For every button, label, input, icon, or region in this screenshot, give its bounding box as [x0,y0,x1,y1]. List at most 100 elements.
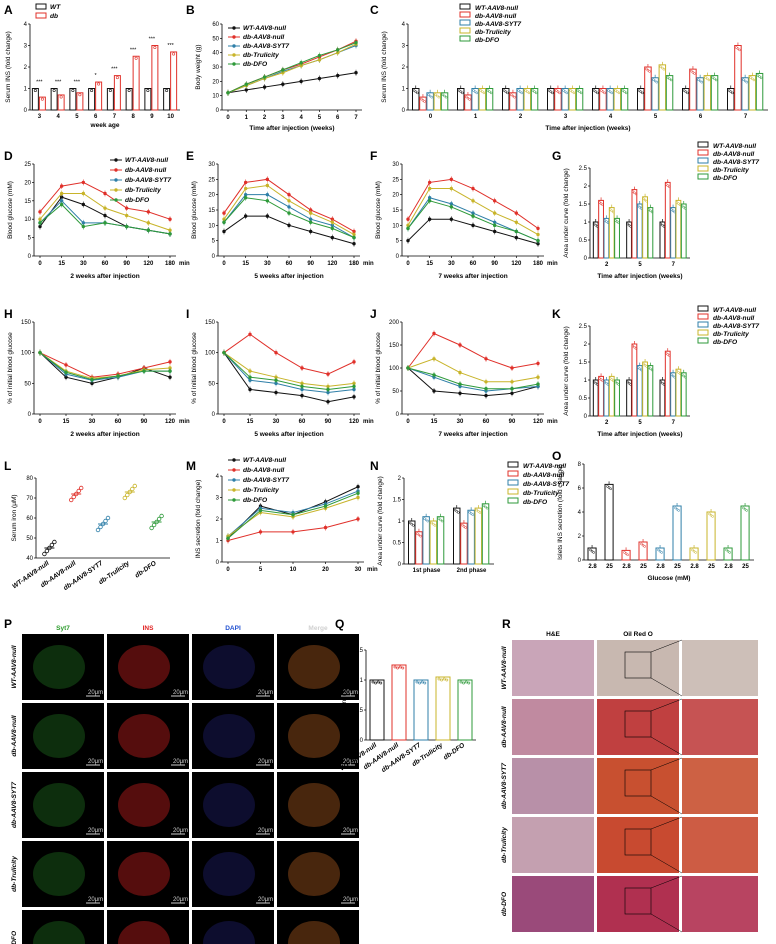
x-tick-label: 20 [322,567,329,573]
y-tick-label: 0.5 [579,396,588,402]
data-point [666,76,670,79]
data-point [756,74,760,77]
chart-D: 0 5 10 15 20 25 Blood glucose (mM) 2 weeks afte… [7,157,190,280]
bar [682,88,690,111]
series-line [223,333,355,375]
chart-N: 0 0.5 1 1.5 2 Area under curve (fold change) 1… [377,461,569,574]
legend-swatch [697,337,709,344]
x-tick-label: 30 [273,419,280,425]
y-tick-label: 6 [578,486,582,492]
y-tick-label: 2 [402,65,406,71]
scale-bar: 20μm [258,897,273,903]
significance: *** [74,80,81,86]
y-tick-label: 60 [212,22,219,28]
legend-swatch [697,157,709,164]
data-point [461,523,464,527]
data-point [612,210,615,214]
data-point [482,91,486,95]
bar [436,516,445,565]
data-point [416,91,419,95]
x-tick-label: 30 [457,419,464,425]
data-point [706,77,709,81]
bar [638,541,648,561]
chart-C: 0 1 2 3 4 Serum INS (fold change) Time after i… [381,3,768,132]
data-point [691,548,694,552]
data-point [417,533,421,537]
significance: * [95,73,98,79]
data-point [621,89,625,92]
data-point [658,549,662,553]
data-point [393,665,397,669]
data-point [714,78,718,82]
legend-swatch [697,305,709,312]
significance: *** [55,80,62,86]
legend-entry: db-AAV8-null [523,472,564,479]
row-label: db-AAV8-null [11,715,18,756]
islet [203,783,255,827]
y-axis-label: Serum INS (fold change) [381,31,388,103]
y-tick-label: 3 [216,496,220,502]
x-axis-label: Glucose (mM) [648,575,691,582]
data-point [675,201,679,204]
data-point [759,76,763,80]
panel-P: Syt7 INS DAPI Merge WT-AAV8-null 20μm 20μm 20μm… [11,625,359,944]
data-point [668,185,671,189]
y-tick-label: 1 [24,87,28,93]
data-point [594,90,597,93]
bar [113,75,121,111]
data-point [371,680,375,684]
y-tick-label: 100 [205,351,216,357]
data-point [617,91,621,95]
data-point [623,551,626,554]
data-point [459,680,463,684]
bar [655,547,665,561]
y-tick-label: 4 [402,22,406,28]
y-tick-label: 2 [578,534,582,540]
y-tick-label: 25 [24,162,31,168]
legend-swatch [35,3,47,10]
significance: *** [167,43,174,49]
y-axis-label: Blood glucose (mM) [191,181,198,239]
bar [561,88,569,111]
x-tick-label: 10 [290,567,297,573]
legend-swatch [507,461,519,468]
x-tick-label: 2.8 [622,564,631,570]
bar [598,375,604,417]
data-point [637,89,641,92]
x-tick-label: 2.8 [690,564,699,570]
scale-bar: 20μm [173,897,188,903]
y-tick-label: 25 [208,177,215,183]
x-tick-label: 2nd phase [457,568,487,574]
islet [288,783,340,827]
data-point [427,93,430,97]
bar [125,88,133,111]
y-axis-label: % of initial blood glucose [191,332,198,404]
y-tick-label: 40 [212,51,219,57]
data-point [412,89,416,92]
data-point [601,90,605,93]
legend-entry: db-Trulicity [713,331,749,338]
x-tick-label: 1 [245,115,249,121]
scale-bar: 20μm [258,828,273,834]
y-axis-label: Serum INS (fold change) [5,31,12,103]
x-tick-label: 5 [318,115,322,121]
data-point [668,354,671,357]
islet [118,783,170,827]
panel-label-L: L [4,459,11,473]
bar [644,66,652,111]
bar [689,547,699,561]
data-point [558,91,561,95]
x-tick-label: 0 [38,419,42,425]
bar [481,503,490,565]
data-point [52,89,56,93]
significance: *** [149,37,156,43]
data-point [684,207,687,210]
oilred-image [597,758,679,814]
y-tick-label: 1 [402,87,406,93]
data-point [691,71,695,74]
data-point [642,197,645,201]
islet [33,852,85,896]
x-tick-label: 5 [75,114,79,120]
islet [118,921,170,944]
y-tick-label: 2 [216,517,220,523]
